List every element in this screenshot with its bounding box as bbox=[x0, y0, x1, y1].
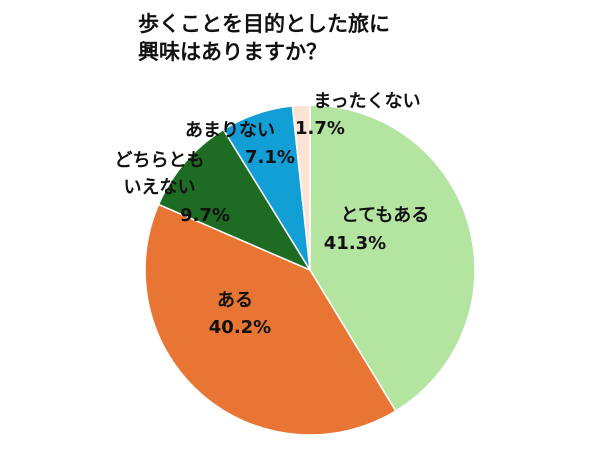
value-label: 41.3% bbox=[323, 233, 387, 254]
pie-slice bbox=[157, 128, 312, 272]
slice-label: どちらともいえない bbox=[114, 150, 205, 198]
slice-label: あまりない bbox=[185, 120, 275, 141]
value-label: 40.2% bbox=[208, 317, 272, 338]
slice-label: ある bbox=[217, 290, 253, 311]
slice-label: まったくない bbox=[313, 91, 421, 112]
pie-slice bbox=[291, 104, 311, 271]
value-label: 9.7% bbox=[180, 205, 230, 226]
chart-title: 歩くことを目的とした旅に bbox=[138, 12, 390, 36]
pie-slice bbox=[309, 104, 476, 412]
pie-slice bbox=[144, 203, 397, 436]
slice-label: とてもある bbox=[340, 205, 430, 226]
chart-title: 興味はありますか？ bbox=[138, 40, 327, 64]
value-label: 1.7% bbox=[295, 118, 345, 139]
value-label: 7.1% bbox=[245, 147, 295, 168]
